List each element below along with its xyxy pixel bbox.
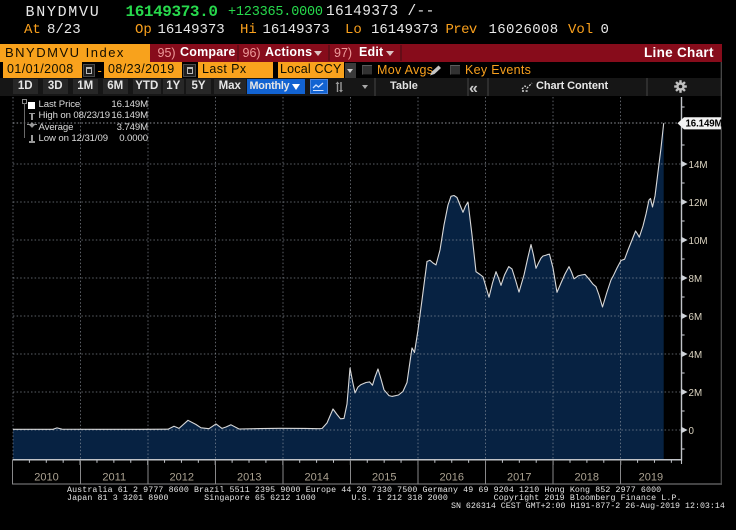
svg-text:6M: 6M (689, 312, 703, 323)
svg-text:12M: 12M (689, 198, 708, 209)
svg-text:2014: 2014 (305, 472, 329, 484)
svg-text:2016: 2016 (440, 472, 464, 484)
svg-text:10M: 10M (689, 236, 708, 247)
svg-text:0: 0 (689, 426, 695, 437)
svg-text:8M: 8M (689, 274, 703, 285)
svg-text:2M: 2M (689, 388, 703, 399)
svg-text:2013: 2013 (237, 472, 261, 484)
svg-text:2010: 2010 (34, 472, 58, 484)
svg-text:2011: 2011 (102, 472, 126, 484)
svg-text:16.149M: 16.149M (686, 119, 723, 130)
svg-text:2019: 2019 (639, 472, 663, 484)
svg-text:2015: 2015 (372, 472, 396, 484)
svg-text:2017: 2017 (507, 472, 531, 484)
svg-text:2018: 2018 (575, 472, 599, 484)
svg-text:4M: 4M (689, 350, 703, 361)
svg-text:2012: 2012 (170, 472, 194, 484)
svg-text:14M: 14M (689, 160, 708, 171)
